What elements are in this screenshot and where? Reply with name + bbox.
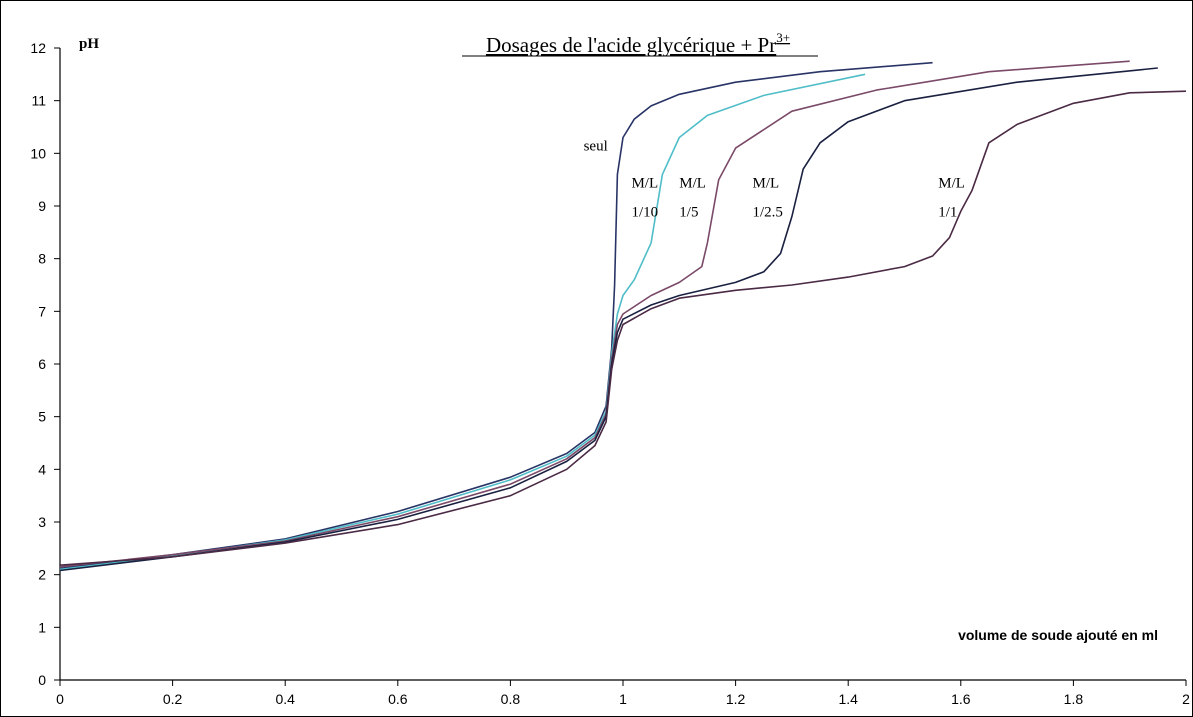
curve-label-line: 1/1: [938, 205, 957, 221]
x-tick-label: 2: [1182, 691, 1190, 707]
curve-label: M/L 1/5: [679, 176, 706, 221]
x-tick-label: 0.8: [501, 691, 521, 707]
y-tick-label: 8: [38, 251, 46, 267]
chart-title-main: Dosages de l'acide glycérique + Pr: [486, 33, 776, 57]
series-line-m-l-1-1: [59, 90, 1187, 566]
x-tick-label: 1: [619, 691, 627, 707]
x-tick-label: 1.2: [726, 691, 746, 707]
chart-title-superscript: 3+: [776, 30, 790, 45]
x-axis-label: volume de soude ajouté en ml: [958, 627, 1158, 643]
curve-label-line: M/L: [752, 176, 779, 192]
y-tick-label: 0: [38, 672, 46, 688]
x-tick-label: 1.4: [838, 691, 858, 707]
curve-label: M/L 1/2.5: [752, 176, 782, 221]
curve-label-line: seul: [584, 139, 608, 155]
curve-label-line: 1/10: [631, 205, 658, 221]
series-line-m-l-1-10: [59, 73, 866, 571]
series-line-seul: [59, 61, 933, 570]
y-tick-label: 3: [38, 514, 46, 530]
x-tick-label: 1.8: [1064, 691, 1084, 707]
y-tick-label: 7: [38, 303, 46, 319]
curve-label-line: 1/5: [679, 205, 698, 221]
y-tick-label: 11: [31, 93, 46, 109]
series-layer: [59, 60, 1187, 572]
x-tick-label: 0.6: [388, 691, 408, 707]
curve-label: seul: [584, 139, 608, 155]
curve-label: M/L 1/10: [631, 176, 658, 221]
y-tick-label: 1: [38, 619, 46, 635]
curve-label-line: M/L: [679, 176, 706, 192]
x-tick-label: 0.2: [163, 691, 183, 707]
curve-label: M/L 1/1: [938, 176, 965, 221]
y-tick-label: 6: [38, 356, 46, 372]
curve-label-line: 1/2.5: [752, 205, 782, 221]
chart-title: Dosages de l'acide glycérique + Pr3+: [486, 30, 790, 57]
series-line-m-l-1-2-5: [59, 67, 1158, 572]
y-tick-label: 10: [30, 145, 46, 161]
curve-labels: seul M/L 1/10 M/L 1/5 M/L 1/2.5 M/L 1/1: [584, 139, 965, 221]
curve-label-line: M/L: [631, 176, 658, 192]
x-tick-label: 1.6: [951, 691, 971, 707]
y-tick-label: 12: [30, 40, 46, 56]
y-tick-label: 9: [38, 198, 46, 214]
x-tick-label: 0.4: [275, 691, 295, 707]
series-line-m-l-1-5: [59, 60, 1130, 568]
y-axis-label: pH: [79, 36, 99, 52]
y-tick-label: 5: [38, 409, 46, 425]
curve-label-line: M/L: [938, 176, 965, 192]
axes: 0 0.2 0.4 0.6 0.8 1 1.2 1.4 1.6 1.8 20123456789101…: [30, 40, 1190, 707]
x-tick-label: 0: [56, 691, 64, 707]
y-tick-label: 4: [38, 461, 46, 477]
y-tick-label: 2: [38, 567, 46, 583]
